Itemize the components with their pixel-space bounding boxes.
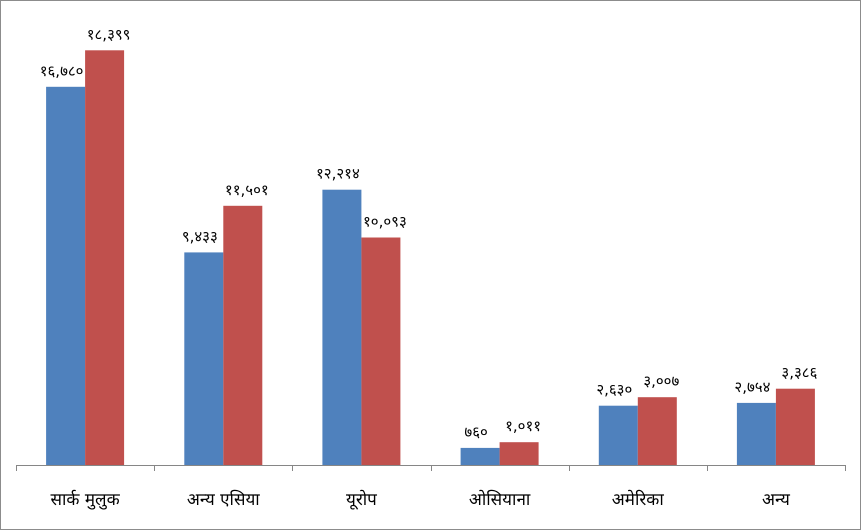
bar-series1-4 [460,447,500,465]
bar-series2-1 [85,50,125,466]
bar-series2-3 [361,237,401,465]
bar-series1-2 [184,252,224,465]
x-tick-label-5: अमेरिका [612,489,665,510]
data-label-series2-6: ३,३८६ [781,364,817,382]
data-label-series2-1: १८,३९९ [87,25,131,43]
data-label-series1-3: १२,२१४ [316,165,360,183]
bar-series1-6 [736,402,776,465]
x-tick-label-1: सार्क मुलुक [51,489,121,510]
data-label-series1-1: १६,७८० [40,62,84,80]
data-label-series2-3: १०,०९३ [363,213,407,231]
bar-series2-6 [775,388,815,465]
data-label-series2-5: ३,००७ [643,372,679,390]
data-label-series2-2: ११,५०१ [225,181,269,199]
x-tick-label-3: यूरोप [346,489,377,510]
bar-series1-5 [598,405,638,465]
x-tick-label-4: ओसियाना [469,489,531,510]
data-label-series1-4: ७६० [464,423,487,441]
bar-series1-1 [46,86,86,466]
bar-series2-2 [223,205,263,466]
x-tick-label-6: अन्य [762,490,791,510]
data-label-series2-4: १,०११ [505,417,541,435]
x-tick-label-2: अन्य एसिया [187,489,260,510]
data-label-series1-2: ९,४३३ [182,227,218,245]
data-label-series1-5: २,६३० [596,381,632,399]
data-label-series1-6: २,७५४ [734,378,770,396]
bar-series2-5 [637,397,677,465]
bar-series1-3 [322,189,362,465]
bar-series2-4 [499,442,539,465]
